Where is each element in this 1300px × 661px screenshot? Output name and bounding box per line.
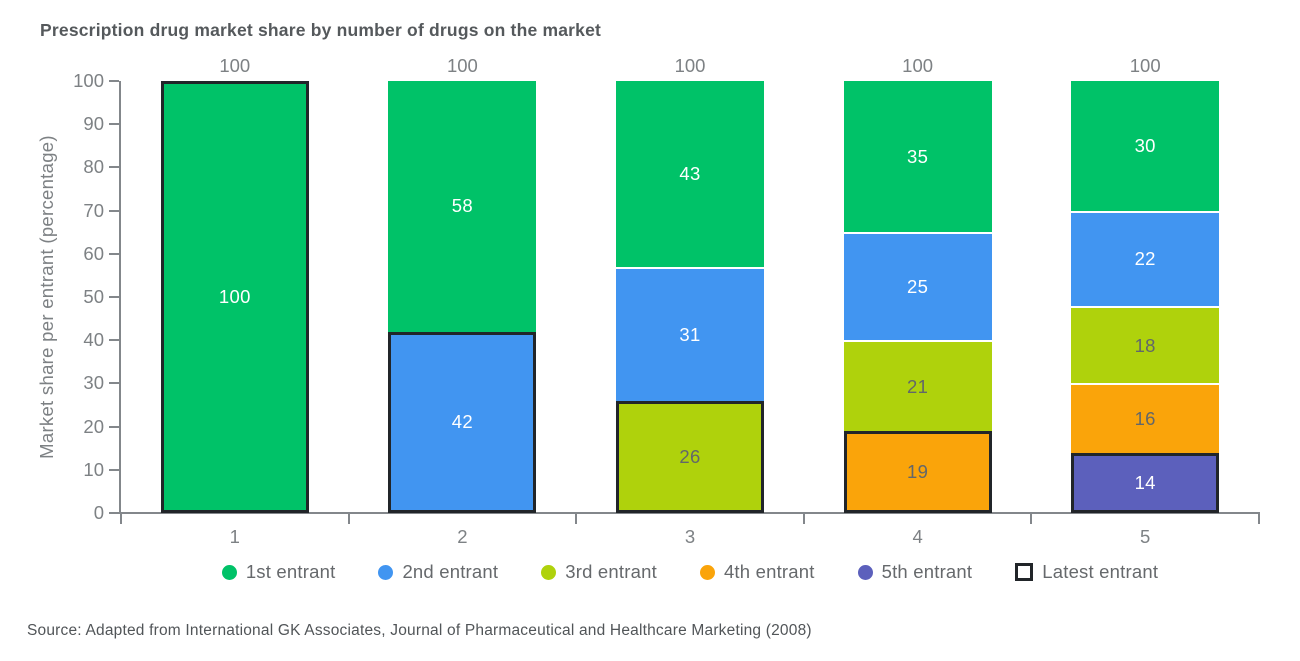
legend-item-latest-entrant: Latest entrant	[1015, 561, 1158, 583]
bar-segment: 100	[160, 81, 309, 513]
legend-label: 5th entrant	[881, 561, 973, 582]
chart-title: Prescription drug market share by number…	[40, 20, 602, 40]
legend-swatch-dot	[378, 564, 394, 580]
bar-total-label: 100	[902, 55, 934, 76]
y-tick-label: 20	[83, 415, 104, 437]
segment-value-label: 43	[679, 162, 701, 184]
legend-label: Latest entrant	[1042, 561, 1159, 582]
x-tick	[1030, 514, 1033, 524]
bar-segment: 43	[616, 81, 764, 267]
y-tick-label: 10	[83, 458, 104, 480]
segment-value-label: 19	[907, 460, 929, 482]
bar-total-label: 100	[446, 55, 478, 76]
segment-value-label: 30	[1134, 134, 1156, 156]
chart-legend: 1st entrant 2nd entrant 3rd entrant 4th ent…	[121, 557, 1259, 587]
y-tick-label: 0	[93, 502, 104, 523]
segment-value-label: 18	[1134, 334, 1156, 356]
bar-segment: 21	[843, 340, 992, 431]
legend-swatch-dot	[699, 564, 715, 580]
y-tick-label: 100	[73, 70, 104, 91]
y-tick-label: 80	[83, 156, 104, 178]
bar-total-label: 100	[219, 55, 251, 76]
legend-label: 2nd entrant	[402, 561, 499, 582]
y-tick	[109, 80, 119, 82]
y-tick	[109, 166, 119, 169]
bar-segment: 30	[1071, 81, 1220, 211]
y-axis-line	[119, 81, 121, 513]
legend-label: 4th entrant	[723, 561, 815, 582]
y-tick	[109, 296, 119, 298]
segment-value-label: 58	[451, 195, 473, 217]
legend-item: 3rd entrant	[541, 561, 657, 583]
legend-swatch-dot	[541, 564, 557, 580]
y-tick	[109, 382, 119, 385]
x-tick	[802, 514, 805, 524]
y-tick	[109, 425, 119, 428]
y-tick	[109, 252, 119, 255]
bar-segment: 58	[388, 81, 537, 332]
legend-swatch-dot	[857, 564, 873, 580]
y-tick	[109, 209, 119, 212]
bar-segment: 19	[843, 430, 992, 513]
bar-total-label: 100	[674, 55, 706, 76]
segment-value-label: 14	[1134, 471, 1156, 493]
bar-segment: 18	[1071, 305, 1220, 384]
segment-value-label: 42	[451, 411, 473, 433]
bar-segment: 14	[1071, 452, 1220, 513]
y-tick	[109, 468, 119, 471]
source-note: Source: Adapted from International GK As…	[27, 622, 812, 639]
y-tick-label: 60	[83, 242, 104, 264]
segment-value-label: 100	[218, 286, 251, 307]
x-tick	[575, 514, 578, 524]
segment-value-label: 31	[679, 323, 701, 345]
x-tick	[347, 514, 350, 524]
segment-value-label: 35	[907, 145, 929, 167]
x-tick	[120, 514, 122, 524]
segment-value-label: 25	[907, 276, 929, 298]
bar-segment: 26	[616, 400, 764, 513]
bar-segment: 42	[388, 331, 537, 513]
bar-total-label: 100	[1129, 55, 1161, 76]
bar-segment: 35	[843, 81, 992, 233]
y-tick	[109, 512, 119, 514]
y-tick-label: 90	[83, 113, 104, 135]
bar-segment: 31	[616, 266, 764, 401]
x-tick-label: 5	[1140, 526, 1151, 547]
y-tick-label: 30	[83, 372, 104, 394]
x-tick-label: 4	[912, 526, 923, 547]
x-axis-line	[119, 512, 1260, 514]
legend-swatch-outline	[1015, 563, 1034, 581]
x-tick-label: 3	[684, 526, 696, 547]
legend-item: 5th entrant	[857, 561, 973, 583]
y-tick-label: 70	[83, 199, 104, 221]
segment-value-label: 21	[907, 375, 929, 397]
bar-segment: 22	[1071, 210, 1220, 306]
x-tick	[1258, 514, 1260, 524]
y-tick	[109, 123, 119, 126]
segment-value-label: 26	[679, 445, 701, 467]
y-tick	[109, 339, 119, 342]
segment-value-label: 16	[1134, 407, 1156, 429]
legend-swatch-dot	[221, 564, 237, 580]
y-tick-label: 50	[83, 286, 104, 307]
bar-segment: 16	[1071, 383, 1220, 453]
legend-label: 3rd entrant	[565, 561, 657, 582]
legend-item: 4th entrant	[699, 561, 815, 583]
legend-item: 2nd entrant	[378, 561, 498, 583]
x-tick-label: 1	[229, 526, 240, 547]
legend-item: 1st entrant	[221, 561, 336, 583]
x-tick-label: 2	[457, 526, 468, 547]
segment-value-label: 22	[1134, 248, 1156, 270]
legend-label: 1st entrant	[245, 561, 336, 582]
y-tick-label: 40	[83, 329, 104, 351]
bar-segment: 25	[843, 232, 992, 341]
